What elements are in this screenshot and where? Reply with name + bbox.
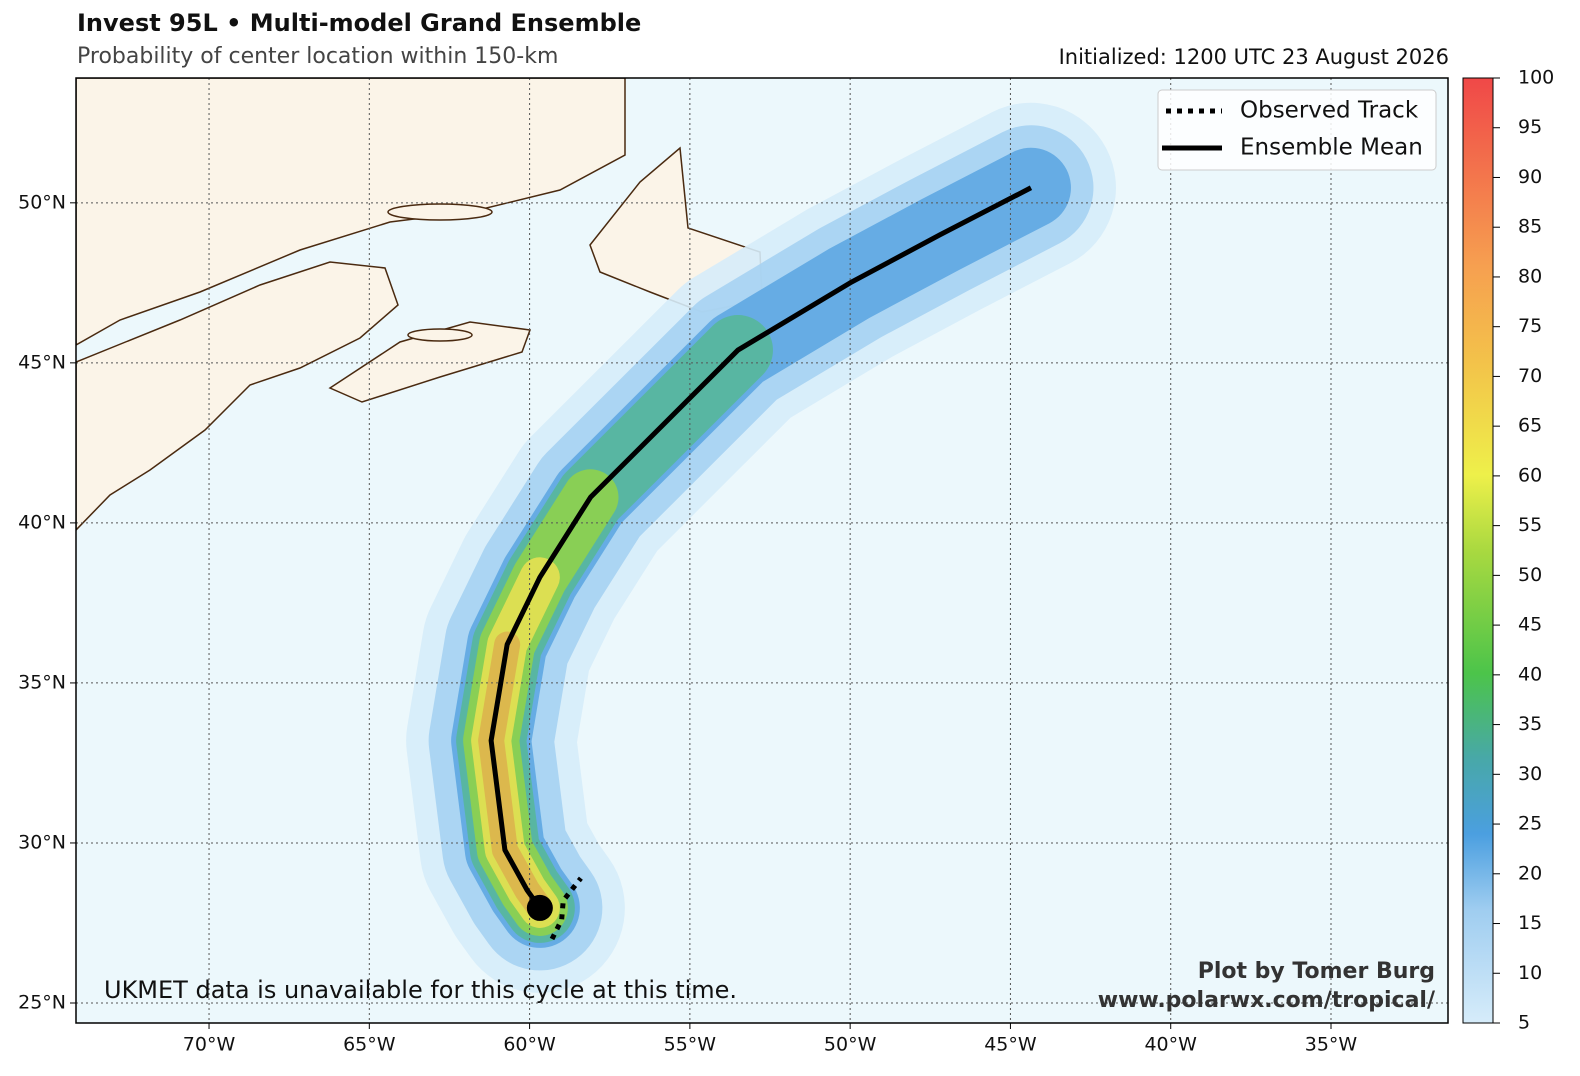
x-tick-label: 40°W <box>1144 1034 1197 1056</box>
colorbar <box>1462 77 1494 1024</box>
url: www.polarwx.com/tropical/ <box>1098 988 1436 1013</box>
colorbar-tick-label: 70 <box>1518 365 1542 387</box>
y-tick-label: 50°N <box>18 191 66 213</box>
current-position <box>526 894 553 921</box>
x-tick-label: 55°W <box>664 1034 717 1056</box>
colorbar-tick-label: 40 <box>1518 663 1542 685</box>
x-tick-label: 50°W <box>824 1034 877 1056</box>
colorbar-tick-label: 95 <box>1518 116 1542 138</box>
credit: Plot by Tomer Burg <box>1198 959 1435 984</box>
colorbar-tick-label: 60 <box>1518 464 1542 486</box>
legend: Observed Track Ensemble Mean <box>1157 89 1437 171</box>
colorbar-tick-label: 10 <box>1518 962 1542 984</box>
subtitle: Probability of center location within 15… <box>77 44 558 69</box>
colorbar-tick-label: 65 <box>1518 415 1542 437</box>
colorbar-tick-label: 5 <box>1518 1012 1530 1034</box>
colorbar-tick-label: 20 <box>1518 862 1542 884</box>
colorbar-tick-label: 50 <box>1518 564 1542 586</box>
colorbar-tick-label: 55 <box>1518 514 1542 536</box>
ensemble-mean-track <box>488 185 1033 910</box>
x-tick-label: 45°W <box>984 1034 1037 1056</box>
map: UKMET data is unavailable for this cycle… <box>76 78 1448 1023</box>
colorbar-tick-label: 45 <box>1518 614 1542 636</box>
y-tick-label: 40°N <box>18 511 66 533</box>
y-tick-label: 30°N <box>18 831 66 853</box>
legend-label: Ensemble Mean <box>1240 135 1423 161</box>
x-tick-label: 65°W <box>343 1034 396 1056</box>
colorbar-tick-label: 90 <box>1518 166 1542 188</box>
legend-box <box>1157 89 1437 171</box>
legend-label: Observed Track <box>1240 98 1419 124</box>
x-tick-label: 70°W <box>183 1034 236 1056</box>
y-tick-label: 35°N <box>18 671 66 693</box>
y-tick-label: 25°N <box>18 991 66 1013</box>
observed-track <box>549 876 583 941</box>
colorbar-tick-label: 35 <box>1518 713 1542 735</box>
colorbar-tick-label: 30 <box>1518 763 1542 785</box>
colorbar-tick-label: 15 <box>1518 912 1542 934</box>
x-tick-label: 35°W <box>1305 1034 1358 1056</box>
colorbar-tick-label: 75 <box>1518 315 1542 337</box>
colorbar-tick-label: 85 <box>1518 216 1542 238</box>
title: Invest 95L • Multi-model Grand Ensemble <box>77 9 641 37</box>
map-frame <box>75 77 1449 1024</box>
colorbar-tick-label: 25 <box>1518 813 1542 835</box>
y-tick-label: 45°N <box>18 351 66 373</box>
x-tick-label: 60°W <box>503 1034 556 1056</box>
note: UKMET data is unavailable for this cycle… <box>104 976 737 1004</box>
init-time: Initialized: 1200 UTC 23 August 2026 <box>1059 45 1449 69</box>
colorbar-tick-label: 100 <box>1518 67 1554 89</box>
colorbar-tick-label: 80 <box>1518 265 1542 287</box>
